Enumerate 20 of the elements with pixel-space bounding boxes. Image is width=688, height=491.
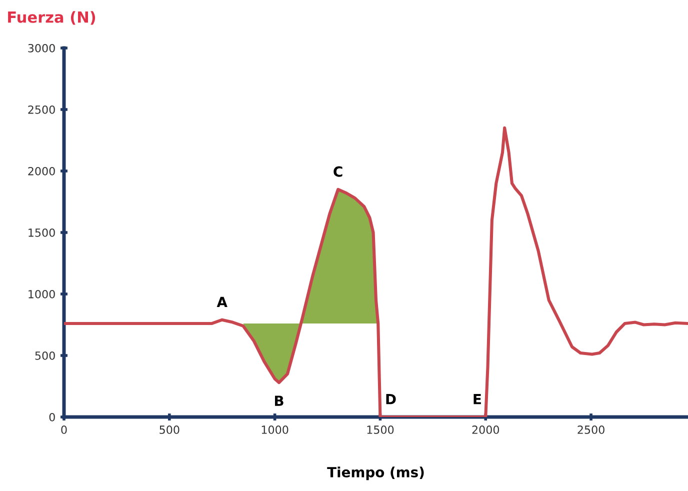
y-tick-label: 1000 [28, 290, 55, 298]
y-tick-label: 2500 [28, 105, 55, 114]
x-axis-title: Tiempo (ms) [327, 466, 424, 480]
x-tick-label: 2500 [578, 426, 604, 434]
annotation: B [275, 396, 284, 406]
y-axis-title: Fuerza (N) [8, 11, 96, 25]
x-tick-label: 1000 [262, 426, 288, 434]
annotation: C [334, 166, 342, 177]
annotation: E [474, 394, 481, 404]
x-tick-label: 0 [61, 426, 67, 434]
y-tick-label: 3000 [28, 44, 55, 52]
x-tick-label: 500 [160, 426, 180, 434]
y-tick-label: 0 [49, 412, 55, 422]
x-tick-label: 1500 [367, 426, 394, 434]
annotation: D [386, 394, 396, 404]
x-tick-label: 2000 [472, 426, 500, 434]
annotation: A [216, 296, 228, 307]
y-tick-label: 500 [35, 351, 55, 360]
y-tick-label: 1500 [28, 228, 55, 237]
y-tick-label: 2000 [28, 166, 55, 176]
